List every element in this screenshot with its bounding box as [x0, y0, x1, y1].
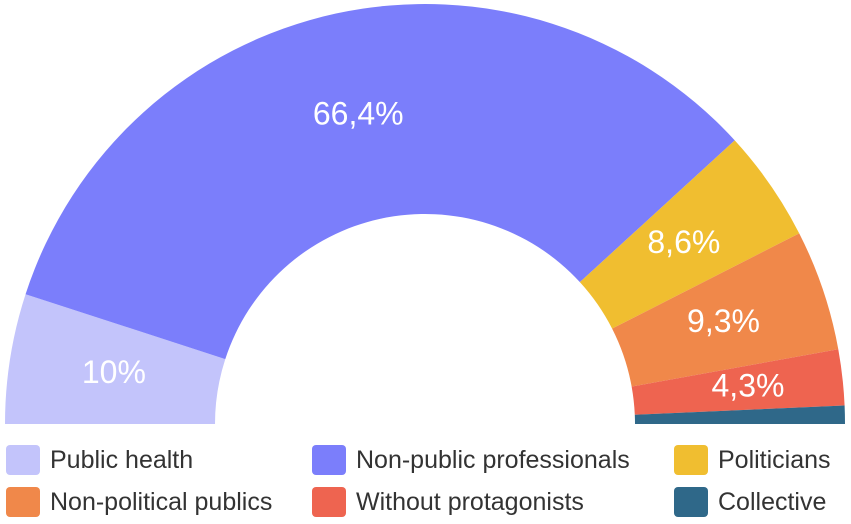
legend-label-public-health: Public health: [50, 445, 194, 474]
legend-label-politicians: Politicians: [718, 445, 831, 474]
legend-swatch-collective: [674, 487, 708, 517]
legend-swatch-without-protagonists: [312, 487, 346, 517]
legend-swatch-public-health: [6, 445, 40, 475]
slice-label-politicians: 8,6%: [647, 224, 720, 260]
slice-label-without-protagonists: 4,3%: [712, 367, 785, 403]
legend-item-non-public-professionals: Non-public professionals: [312, 440, 630, 480]
slice-public-health: [5, 294, 226, 424]
legend-swatch-non-public-professionals: [312, 445, 346, 475]
slice-politicians: [579, 140, 800, 329]
half-donut-chart: 10% 66,4% 8,6% 9,3% 4,3%: [5, 3, 845, 424]
slice-label-non-political-publics: 9,3%: [687, 303, 760, 339]
legend-item-collective: Collective: [674, 482, 826, 522]
legend-item-without-protagonists: Without protagonists: [312, 482, 584, 522]
slice-non-political-publics: [612, 233, 839, 387]
legend-swatch-politicians: [674, 445, 708, 475]
slice-collective: [634, 405, 845, 424]
legend-swatch-non-political-publics: [6, 487, 40, 517]
legend-label-collective: Collective: [718, 487, 827, 516]
slice-label-public-health: 10%: [82, 354, 146, 390]
slice-labels-group: 10% 66,4% 8,6% 9,3% 4,3%: [82, 96, 785, 404]
legend-item-politicians: Politicians: [674, 440, 831, 480]
slice-without-protagonists: [631, 349, 845, 415]
legend-label-non-public-professionals: Non-public professionals: [356, 445, 630, 474]
legend-item-non-political-publics: Non-political publics: [6, 482, 272, 522]
legend-label-without-protagonists: Without protagonists: [356, 487, 584, 516]
legend-item-public-health: Public health: [6, 440, 193, 480]
slice-non-public-professionals: [25, 3, 735, 360]
legend-label-non-political-publics: Non-political publics: [50, 487, 273, 516]
slices-group: [5, 3, 845, 424]
legend: Public health Non-public professionals P…: [0, 436, 851, 524]
slice-label-non-public-professionals: 66,4%: [313, 96, 404, 132]
